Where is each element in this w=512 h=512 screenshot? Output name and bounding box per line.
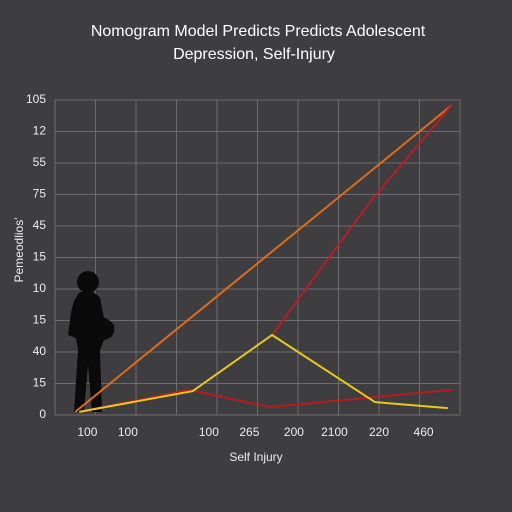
y-tick-label: 15 — [33, 313, 47, 327]
series-line — [271, 104, 453, 336]
x-tick-label: 2100 — [321, 425, 348, 439]
x-tick-label: 460 — [414, 425, 434, 439]
y-tick-label: 15 — [33, 376, 47, 390]
x-tick-label: 100 — [199, 425, 219, 439]
y-tick-label: 15 — [33, 250, 47, 264]
y-tick-label: 105 — [26, 92, 46, 106]
x-tick-label: 265 — [239, 425, 259, 439]
x-axis-label: Self Injury — [229, 450, 282, 464]
y-tick-label: 75 — [33, 187, 47, 201]
person-silhouette — [68, 271, 115, 412]
y-tick-label: 45 — [33, 218, 47, 232]
chart-title: Nomogram Model Predicts Predicts Adolesc… — [91, 23, 426, 40]
y-tick-label: 12 — [33, 124, 47, 138]
x-tick-label: 200 — [284, 425, 304, 439]
x-tick-label: 100 — [118, 425, 138, 439]
series-line — [79, 333, 448, 413]
chart-subtitle: Depression, Self-Injury — [173, 46, 335, 63]
y-tick-label: 55 — [33, 155, 47, 169]
y-tick-label: 40 — [33, 344, 47, 358]
y-axis-label: Pemeodlios' — [12, 218, 26, 283]
series-line — [74, 104, 453, 413]
x-tick-label: 100 — [77, 425, 97, 439]
y-tick-label: 10 — [33, 281, 47, 295]
x-tick-label: 220 — [369, 425, 389, 439]
y-tick-label: 0 — [39, 407, 46, 421]
